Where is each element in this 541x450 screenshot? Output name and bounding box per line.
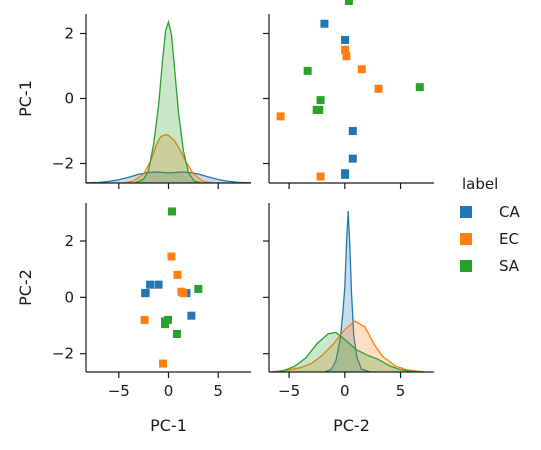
- point-ec-bl-1: [167, 252, 176, 261]
- point-ec-bl-5: [159, 359, 168, 368]
- kde-pc2-sa-fill: [272, 332, 423, 372]
- kde-pc2-ec-line: [268, 320, 426, 373]
- point-sa-tr-2: [316, 96, 325, 105]
- axis-title-x-pc2: PC-2: [333, 416, 370, 435]
- legend-label-ca: CA: [499, 203, 520, 221]
- point-ca-tr-1: [341, 36, 350, 44]
- point-sa-tr-3: [303, 66, 312, 75]
- point-ec-tr-0: [341, 45, 350, 54]
- legend-marker-ca: [460, 206, 472, 218]
- tick-label-y-pc1: 0: [64, 90, 74, 108]
- point-ec-tr-3: [316, 172, 325, 181]
- point-sa-bl-4: [194, 284, 203, 293]
- point-ca-tr-5: [341, 169, 350, 178]
- kde-pc1-sa-fill: [135, 22, 202, 183]
- kde-pc1-ca-line: [85, 171, 252, 184]
- tick-label-x-pc1: −5: [108, 382, 130, 400]
- panel-pc1-diagonal: −2 0 2: [52, 19, 252, 189]
- tick-label-x-pc1: 0: [164, 382, 174, 400]
- kde-pc2-ca-fill: [324, 211, 371, 372]
- legend-title: label: [462, 175, 498, 193]
- tick-label-x-pc1: 5: [213, 382, 223, 400]
- kde-pc1-ca-fill: [86, 172, 251, 183]
- legend-marker-sa: [460, 260, 472, 272]
- point-ec-tr-1: [374, 84, 383, 93]
- tick-label-y-pc2: 0: [64, 288, 74, 306]
- point-sa-tr-4: [344, 0, 353, 5]
- tick-label-y-pc2: −2: [52, 345, 74, 363]
- panel-pc1-vs-pc2: [263, 0, 424, 189]
- point-sa-tr-5: [315, 105, 324, 114]
- point-sa-bl-0: [167, 207, 176, 216]
- point-ca-bl-0: [187, 311, 196, 320]
- axis-title-y-pc2: PC-2: [16, 269, 35, 306]
- legend-label-sa: SA: [499, 257, 520, 275]
- axis-title-x-pc1: PC-1: [150, 416, 187, 435]
- tick-label-y-pc1: 2: [64, 25, 74, 43]
- point-ca-bl-2: [154, 280, 163, 289]
- tick-label-x-pc2: −5: [278, 382, 300, 400]
- point-ec-tr-4: [357, 65, 366, 74]
- kde-pc2-ca-line: [324, 210, 371, 373]
- point-sa-bl-5: [161, 317, 170, 326]
- point-ec-bl-3: [140, 315, 149, 324]
- kde-pc1-sa-line: [135, 19, 202, 184]
- point-ca-tr-4: [348, 154, 357, 163]
- point-ca-bl-5: [141, 289, 150, 298]
- point-sa-tr-0: [415, 83, 424, 92]
- point-ca-tr-0: [320, 19, 329, 28]
- point-ec-tr-5: [276, 112, 285, 121]
- panel-pc2-diagonal: −5 0 5: [263, 210, 426, 400]
- tick-label-y-pc2: 2: [64, 232, 74, 250]
- kde-pc2-sa-line: [272, 331, 423, 373]
- panel-pc2-vs-pc1: −2 0 2 −5 0 5: [52, 207, 223, 400]
- tick-label-x-pc2: 5: [396, 382, 406, 400]
- kde-pc1-ec-line: [123, 134, 214, 184]
- axis-title-y-pc1: PC-1: [16, 80, 35, 117]
- legend-label-ec: EC: [499, 230, 519, 248]
- point-ec-tr-2: [342, 52, 351, 61]
- point-ca-bl-4: [146, 280, 155, 289]
- legend-marker-ec: [460, 233, 472, 245]
- point-ec-bl-2: [177, 287, 186, 296]
- point-ec-bl-4: [173, 270, 182, 279]
- point-ca-tr-2: [348, 127, 357, 135]
- point-sa-bl-3: [172, 329, 181, 338]
- tick-label-y-pc1: −2: [52, 155, 74, 173]
- tick-label-x-pc2: 0: [340, 382, 350, 400]
